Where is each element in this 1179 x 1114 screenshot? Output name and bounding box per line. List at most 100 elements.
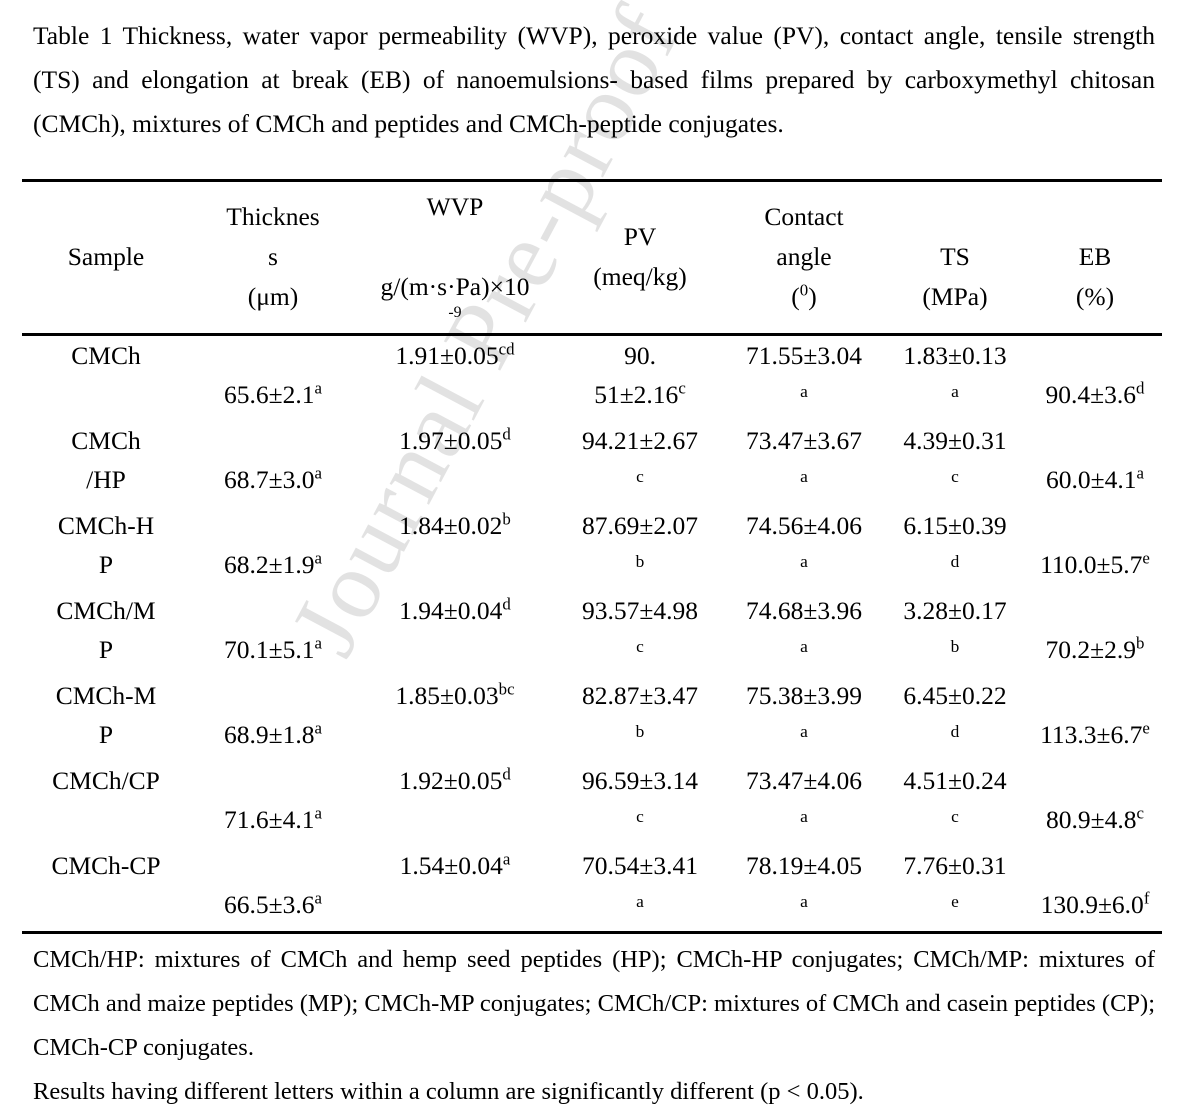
superscript-letter: c: [636, 636, 644, 656]
header-line: PV: [623, 222, 657, 252]
superscript-letter: e: [1142, 548, 1150, 567]
superscript-letter: d: [950, 551, 960, 571]
superscript-letter: c: [678, 378, 686, 397]
cell-wvp: 1.54±0.04a: [356, 846, 554, 933]
sample-name-line: P: [98, 549, 114, 579]
superscript-letter: a: [800, 721, 808, 741]
cell-sample: CMCh-M P: [22, 676, 190, 761]
pv-value-line: 87.69±2.07: [582, 510, 698, 540]
superscript-letter: a: [951, 381, 959, 401]
header-line: Thicknes: [226, 202, 320, 232]
cell-thickness: 71.6±4.1a: [190, 761, 356, 846]
column-header-thickness: Thicknes s (μm): [190, 182, 356, 334]
ts-value: 3.28±0.17: [903, 595, 1007, 625]
table-row: CMCh/CP 71.6±4.1a 1.92±0.05d 96.59±3.14 c 73…: [22, 761, 1162, 846]
cell-sample: CMCh/HP: [22, 421, 190, 506]
cell-value: 90.4±3.6d: [1028, 375, 1162, 414]
header-line: TS: [940, 242, 970, 272]
sample-name-line: CMCh: [71, 340, 141, 370]
cell-value: 68.7±3.0a: [190, 460, 356, 499]
cell-thickness: 65.6±2.1a: [190, 336, 356, 421]
cell-ts: 4.39±0.31 c: [882, 421, 1028, 506]
header-row: Sample Thicknes s (μm) WVP g/(m·s·Pa)×10…: [22, 182, 1162, 334]
pv-value-line: 70.54±3.41: [582, 850, 698, 880]
sample-name-line: CMCh/CP: [52, 765, 160, 795]
cell-eb: 130.9±6.0f: [1028, 846, 1162, 933]
value-text: 68.2±1.9: [224, 549, 315, 579]
superscript-letter: e: [1142, 718, 1150, 737]
header-rule: [22, 332, 1162, 337]
cell-contact-angle: 75.38±3.99 a: [726, 676, 882, 761]
table-row: CMCh-M P 68.9±1.8a 1.85±0.03bc 82.87±3.47 b 7…: [22, 676, 1162, 761]
cell-value: 110.0±5.7e: [1028, 545, 1162, 584]
rule-line: [22, 930, 1162, 935]
cell-thickness: 68.7±3.0a: [190, 421, 356, 506]
header-exponent: -9: [448, 304, 462, 322]
value-text: 1.54±0.04: [399, 850, 503, 880]
column-header-contact-angle: Contact angle (0): [726, 182, 882, 334]
superscript-letter: d: [502, 424, 511, 443]
pv-value-line: 82.87±3.47: [582, 680, 698, 710]
value-text: 70.1±5.1: [224, 634, 315, 664]
superscript-letter: a: [800, 636, 808, 656]
cell-contact-angle: 74.68±3.96 a: [726, 591, 882, 676]
cell-ts: 3.28±0.17 b: [882, 591, 1028, 676]
header-line: Sample: [67, 242, 145, 272]
sample-name-line: CMCh-CP: [51, 850, 161, 880]
cell-pv: 96.59±3.14 c: [554, 761, 726, 846]
cell-wvp: 1.94±0.04d: [356, 591, 554, 676]
header-line: (%): [1075, 282, 1115, 312]
cell-value: 68.9±1.8a: [190, 715, 356, 754]
column-header-pv: PV (meq/kg): [554, 182, 726, 334]
header-line: (MPa): [922, 282, 988, 312]
table-body: CMCh 65.6±2.1a 1.91±0.05cd 90. 51±2.16c 71.5…: [22, 336, 1162, 933]
value-text: 68.9±1.8: [224, 719, 315, 749]
cell-thickness: 70.1±5.1a: [190, 591, 356, 676]
superscript-letter: e: [951, 891, 959, 911]
sample-name-line: CMCh-H: [57, 510, 155, 540]
cell-contact-angle: 71.55±3.04 a: [726, 336, 882, 421]
superscript-letter: a: [314, 378, 322, 397]
value-text: 1.85±0.03: [395, 680, 499, 710]
cell-eb: 113.3±6.7e: [1028, 676, 1162, 761]
superscript-letter: d: [502, 594, 511, 613]
superscript-letter: c: [951, 466, 959, 486]
header-line: WVP: [426, 192, 484, 222]
ts-value: 6.15±0.39: [903, 510, 1007, 540]
superscript-letter: a: [800, 806, 808, 826]
value-text: 66.5±3.6: [224, 889, 315, 919]
sample-name-line: P: [98, 634, 114, 664]
superscript-letter: cd: [498, 339, 515, 358]
header-line: g/(m·s·Pa)×10: [380, 272, 530, 302]
contact-angle-value: 74.68±3.96: [746, 595, 862, 625]
superscript-letter: bc: [498, 679, 515, 698]
value-text: 80.9±4.8: [1046, 804, 1137, 834]
superscript-letter: c: [1136, 803, 1144, 822]
degree-superscript: 0: [799, 280, 809, 300]
superscript-letter: a: [314, 888, 322, 907]
header-line: angle: [776, 242, 832, 272]
superscript-letter: a: [314, 803, 322, 822]
header-line: (meq/kg): [593, 262, 687, 292]
cell-value: 1.92±0.05d: [356, 761, 554, 800]
cell-wvp: 1.97±0.05d: [356, 421, 554, 506]
cell-sample: CMCh: [22, 336, 190, 421]
value-text: 51±2.16: [594, 379, 679, 409]
cell-wvp: 1.84±0.02b: [356, 506, 554, 591]
ts-value: 4.51±0.24: [903, 765, 1007, 795]
superscript-letter: a: [314, 548, 322, 567]
cell-eb: 90.4±3.6d: [1028, 336, 1162, 421]
sample-name-line: P: [98, 719, 114, 749]
cell-value: 1.54±0.04a: [356, 846, 554, 885]
cell-sample: CMCh/CP: [22, 761, 190, 846]
cell-value: 1.85±0.03bc: [356, 676, 554, 715]
top-rule: [22, 179, 1162, 183]
column-header-ts: TS (MPa): [882, 182, 1028, 334]
value-text: 113.3±6.7: [1040, 719, 1143, 749]
cell-value: 1.84±0.02b: [356, 506, 554, 545]
superscript-letter: a: [314, 633, 322, 652]
table-footnotes: CMCh/HP: mixtures of CMCh and hemp seed …: [33, 938, 1155, 1114]
cell-value: 68.2±1.9a: [190, 545, 356, 584]
superscript-letter: a: [502, 849, 511, 868]
ts-value: 7.76±0.31: [903, 850, 1007, 880]
